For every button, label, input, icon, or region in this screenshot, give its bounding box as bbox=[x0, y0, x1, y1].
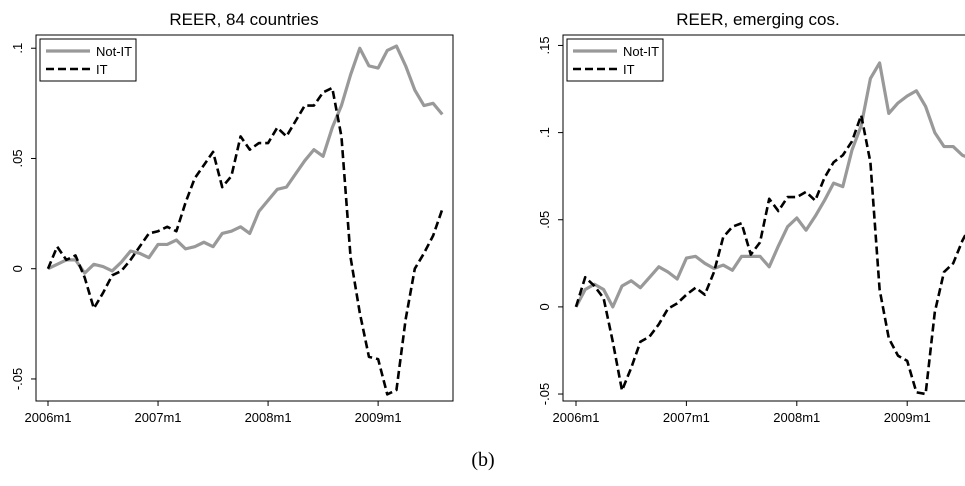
series-line bbox=[46, 86, 444, 396]
series-group bbox=[46, 44, 444, 396]
legend: Not-IT IT bbox=[566, 38, 664, 82]
x-tick-label: 2009m1 bbox=[355, 410, 402, 425]
legend-label: IT bbox=[96, 62, 108, 77]
y-tick-label: .1 bbox=[10, 43, 25, 54]
x-tick-label: 2007m1 bbox=[135, 410, 182, 425]
y-tick-label: -.05 bbox=[10, 368, 25, 390]
y-tick-label: .15 bbox=[537, 36, 552, 54]
legend: Not-IT IT bbox=[39, 38, 137, 82]
chart: REER, emerging cos. -.05 0 .05 .1 .15 2006m1 20… bbox=[537, 10, 965, 425]
y-tick-label: -.05 bbox=[537, 383, 552, 405]
chart-title: REER, emerging cos. bbox=[676, 10, 839, 29]
chart: REER, 84 countries -.05 0 .05 .1 2006m1 2007m1… bbox=[10, 10, 454, 425]
plot-frame bbox=[562, 34, 965, 402]
x-tick-label: 2009m1 bbox=[884, 410, 931, 425]
legend-frame bbox=[566, 38, 664, 82]
chart-title: REER, 84 countries bbox=[169, 10, 318, 29]
y-tick-label: .05 bbox=[10, 149, 25, 167]
y-tick-label: 0 bbox=[537, 303, 552, 310]
series-line bbox=[574, 61, 965, 309]
legend-label: Not-IT bbox=[96, 44, 132, 59]
series-group bbox=[574, 61, 965, 396]
y-tick-label: .05 bbox=[537, 211, 552, 229]
legend-label: IT bbox=[623, 62, 635, 77]
x-tick-label: 2007m1 bbox=[663, 410, 710, 425]
legend-frame bbox=[39, 38, 137, 82]
x-tick-label: 2006m1 bbox=[25, 410, 72, 425]
x-tick-label: 2006m1 bbox=[553, 410, 600, 425]
x-tick-label: 2008m1 bbox=[245, 410, 292, 425]
series-line bbox=[574, 113, 965, 396]
x-tick-label: 2008m1 bbox=[773, 410, 820, 425]
plot-frame bbox=[35, 34, 454, 402]
caption: (b) bbox=[471, 449, 494, 471]
series-line bbox=[47, 44, 444, 275]
y-tick-label: .1 bbox=[537, 127, 552, 138]
legend-label: Not-IT bbox=[623, 44, 659, 59]
y-tick-label: 0 bbox=[10, 265, 25, 272]
